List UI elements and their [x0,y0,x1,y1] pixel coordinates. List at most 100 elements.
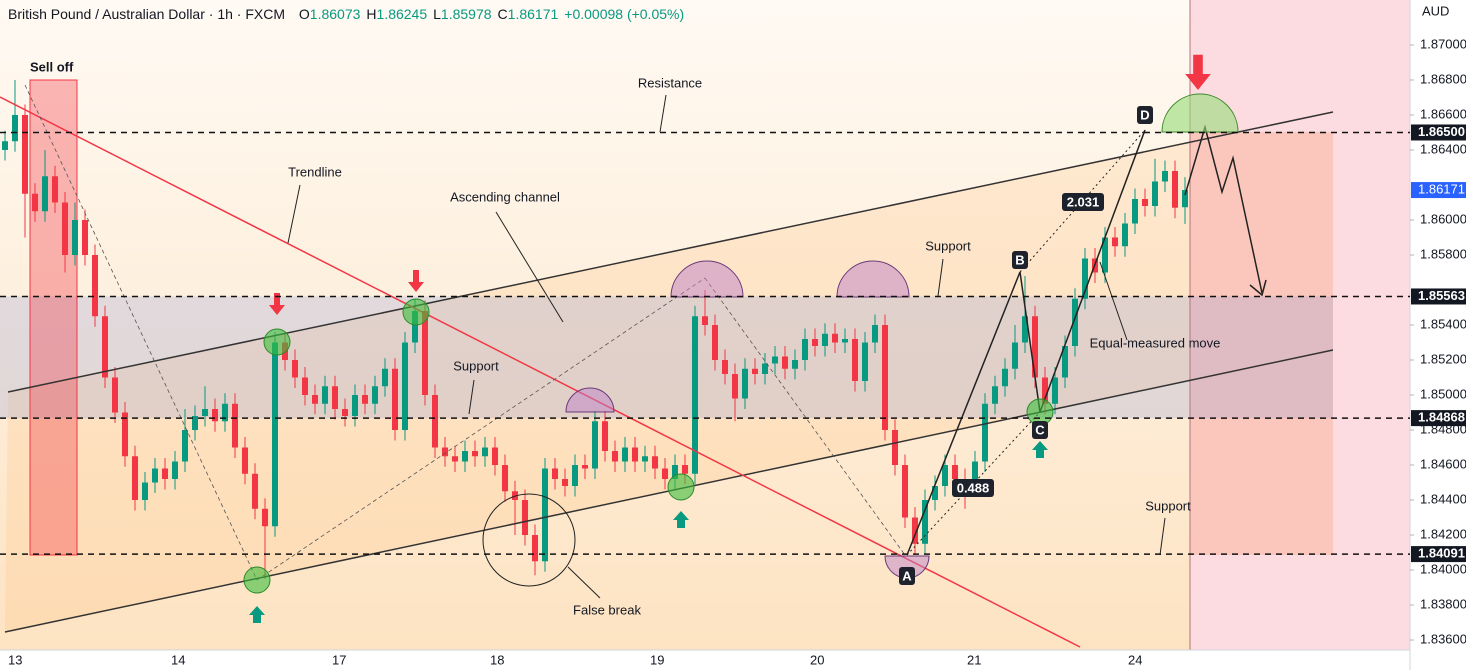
candle-body [72,219,78,255]
legend: British Pound / Australian Dollar · 1h ·… [8,6,690,22]
leader [567,566,601,599]
point-label: A [902,568,912,583]
y-tick-label: 1.83800 [1420,596,1466,611]
wave-line [24,84,258,581]
leader [1159,517,1166,556]
candle-body [1122,223,1128,247]
candle-body [12,114,18,142]
candle-body [982,403,988,462]
y-tick-label: 1.86000 [1420,211,1466,226]
candle-body [262,508,268,527]
candle-body [882,325,888,431]
point-tag [1012,251,1028,269]
candle-body [1052,377,1058,404]
candle-body [802,339,808,361]
annotation: Resistance [638,75,702,90]
candle-body [1032,316,1038,378]
annotation: Ascending channel [450,189,560,204]
candle-body [362,395,368,404]
change: +0.00098 (+0.05%) [564,6,685,22]
candle-body [442,447,448,457]
candle-body [662,468,668,480]
y-tick-label: 1.86800 [1420,71,1466,86]
candle-body [572,465,578,487]
candle-body [1152,181,1158,206]
level-label: 1.84868 [1418,410,1465,425]
candle-body [1162,170,1168,182]
x-tick-label: 13 [8,652,22,667]
candle-body [652,456,658,469]
ohlc-label: L [433,6,441,22]
candle-body [472,451,478,457]
candle-body [192,416,198,431]
ohlc-value: 1.86171 [507,6,559,22]
x-tick-label: 21 [967,652,981,667]
candle-body [522,500,528,536]
point-label: C [1035,422,1045,437]
channel-fill [5,112,1333,632]
candle-body [1062,346,1068,378]
candle-body [822,333,828,347]
candle-body [42,176,48,212]
candle-body [232,403,238,448]
candle-body [502,465,508,492]
candle-body [632,447,638,462]
symbol: British Pound / Australian Dollar · 1h ·… [8,6,285,22]
candle-body [892,430,898,466]
y-tick-label: 1.83600 [1420,631,1466,646]
candle-body [932,486,938,501]
ohlc-value: 1.86073 [309,6,361,22]
point-tag [1137,106,1153,124]
candle-body [682,465,688,474]
leader [287,184,301,244]
y-tick-label: 1.84200 [1420,526,1466,541]
band-layer [0,296,1333,419]
candle-body [1082,258,1088,299]
candle-body [1182,190,1188,208]
candle-body [872,325,878,343]
highlight-arc [1161,93,1239,133]
up-arrow [673,511,689,528]
point-tag [899,567,915,585]
false-break-ring [482,493,576,587]
level-label: 1.85563 [1418,288,1465,303]
touch-point [402,298,430,326]
candle-body [672,465,678,480]
candle-body [212,409,218,422]
leader [1099,261,1128,341]
level-label: 1.86500 [1418,124,1465,139]
candle-body [242,447,248,474]
candle-body [952,465,958,480]
candle-body [1002,368,1008,387]
candle-body [922,500,928,544]
y-tick-label: 1.87000 [1420,36,1466,51]
price-label: 1.86171 [1418,182,1465,197]
annotation: False break [573,602,641,617]
y-tick-label: 1.84000 [1420,561,1466,576]
ohlc-value: 1.86245 [376,6,428,22]
candle-body [432,395,438,448]
candle-body [482,447,488,457]
annotation: Trendline [288,164,342,179]
touch-point [667,473,695,501]
candle-body [152,468,158,483]
level-tag [1411,546,1466,563]
candle-body [272,342,278,527]
ratio-label: 0.488 [957,480,990,495]
candle-body [842,339,848,343]
down-arrow [1185,54,1211,90]
candle-body [132,456,138,501]
x-tick-label: 14 [171,652,185,667]
annotation: Sell off [30,59,74,74]
candle-body [702,316,708,325]
price-tag [1411,182,1466,199]
candle-body [592,421,598,469]
candle-body [412,310,418,343]
candle-body [162,468,168,480]
candle-body [392,368,398,431]
candle-body [382,368,388,387]
down-arrow [408,270,424,292]
candle-body [512,491,518,501]
candle-body [1132,198,1138,224]
candle-body [222,403,228,422]
